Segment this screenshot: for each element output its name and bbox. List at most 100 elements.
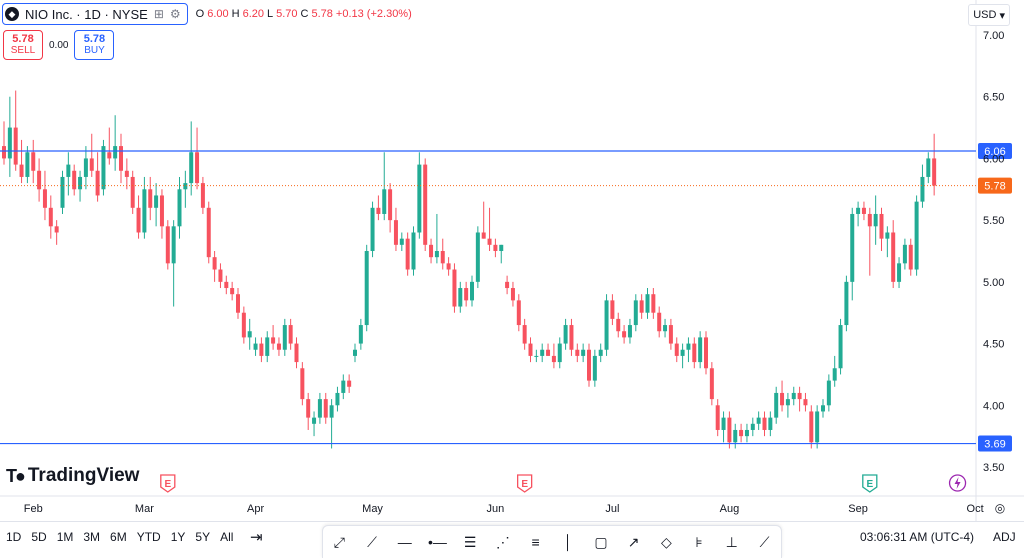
candle-body: [317, 399, 322, 418]
candle: [230, 281, 235, 301]
low-label: L: [267, 8, 274, 20]
candle: [891, 220, 896, 289]
arrow-icon[interactable]: ↗: [627, 533, 640, 550]
candle-body: [809, 411, 814, 443]
vertical-line-icon[interactable]: │: [563, 534, 573, 550]
period-3m[interactable]: 3M: [83, 530, 101, 544]
candle: [932, 133, 937, 196]
candle-body: [546, 349, 551, 356]
candle-body: [446, 263, 451, 270]
rectangle-icon[interactable]: ▢: [594, 533, 608, 550]
polyline-icon[interactable]: ◇: [660, 533, 672, 550]
candle: [908, 238, 913, 276]
period-5d[interactable]: 5D: [31, 530, 47, 544]
period-5y[interactable]: 5Y: [195, 530, 211, 544]
lightning-bolt: [954, 477, 961, 489]
sell-button[interactable]: 5.78 SELL: [3, 30, 43, 60]
period-all[interactable]: All: [220, 530, 234, 544]
candle: [809, 405, 814, 449]
currency-selector[interactable]: USD ▾: [968, 4, 1010, 26]
candle: [739, 423, 744, 443]
level-label: 3.69: [984, 439, 1005, 451]
candle-body: [200, 183, 205, 208]
symbol-title: NIO Inc. · 1D · NYSE: [25, 6, 148, 22]
candle: [124, 158, 129, 190]
period-ytd[interactable]: YTD: [136, 530, 161, 544]
compare-icon[interactable]: ⊞: [153, 7, 164, 21]
period-1y[interactable]: 1Y: [170, 530, 186, 544]
spread-value: 0.00: [49, 39, 69, 51]
candle-body: [136, 207, 141, 233]
settings-icon[interactable]: ⚙: [169, 7, 181, 21]
candle: [72, 164, 77, 196]
parallel-channel-icon[interactable]: ⋰: [495, 533, 510, 550]
ray-icon[interactable]: ⟋: [759, 533, 770, 550]
adjust-toggle[interactable]: ADJ: [993, 530, 1016, 544]
candle-body: [195, 152, 200, 184]
period-1m[interactable]: 1M: [56, 530, 74, 544]
trendline-icon[interactable]: ⟋: [367, 533, 377, 550]
candle-body: [417, 164, 422, 233]
price-chart[interactable]: 6.06 3.69 5.78 7.00 6.50 6.00 5.50 5.00 4.50 4.0…: [0, 0, 1024, 521]
currency-label: USD: [973, 9, 997, 21]
candle: [639, 294, 644, 319]
earnings-marker[interactable]: E: [160, 474, 176, 493]
candle: [376, 195, 381, 221]
candle-body: [604, 300, 609, 350]
axis-settings-icon[interactable]: ◎: [995, 501, 1005, 515]
candle: [78, 170, 83, 202]
candle: [879, 207, 884, 251]
long-position-icon[interactable]: ⊥: [725, 533, 738, 550]
period-1d[interactable]: 1D: [6, 530, 22, 544]
candle: [353, 343, 357, 363]
candle: [60, 170, 65, 214]
candle-body: [914, 201, 919, 270]
candle-body: [288, 325, 293, 344]
candle: [171, 220, 176, 307]
gann-icon[interactable]: ⊧: [695, 533, 703, 550]
candle-body: [25, 152, 30, 177]
candle: [563, 318, 568, 350]
candle-body: [353, 349, 357, 356]
candle-body: [224, 281, 229, 289]
period-6m[interactable]: 6M: [110, 530, 127, 544]
candle-body: [598, 349, 603, 356]
candle-body: [42, 189, 47, 208]
symbol-selector[interactable]: ◆ NIO Inc. · 1D · NYSE ⊞ ⚙: [2, 3, 188, 25]
fib-retracement-icon[interactable]: ☰: [463, 533, 477, 550]
candle-body: [452, 269, 457, 307]
candle: [698, 331, 703, 369]
horizontal-line-icon[interactable]: —: [397, 534, 412, 550]
candle-body: [481, 232, 486, 239]
go-to-date-icon[interactable]: ⇥: [250, 529, 263, 546]
candle: [119, 133, 123, 184]
candle-body: [124, 170, 129, 177]
earnings-marker[interactable]: E: [862, 474, 878, 493]
low-value: 5.70: [276, 8, 298, 20]
candle-body: [323, 399, 328, 418]
candle-body: [733, 429, 738, 443]
candle-body: [119, 146, 123, 171]
cross-icon[interactable]: ⤢: [333, 533, 345, 550]
clock[interactable]: 03:06:31 AM (UTC-4): [860, 530, 975, 544]
horizontal-ray-icon[interactable]: •—: [428, 534, 447, 550]
candle-body: [294, 343, 299, 363]
candle: [159, 189, 164, 239]
candle-body: [633, 300, 638, 326]
tradingview-logo[interactable]: T● TradingView: [6, 465, 139, 487]
regression-icon[interactable]: ≡: [531, 534, 540, 550]
candle-body: [101, 146, 106, 190]
earnings-marker[interactable]: E: [517, 474, 533, 493]
x-tick-label: Jul: [605, 503, 619, 515]
candle: [750, 417, 755, 437]
candle: [522, 318, 527, 350]
candle: [551, 343, 556, 369]
candle: [224, 275, 229, 295]
dividend-marker[interactable]: [948, 474, 967, 492]
candle-body: [382, 189, 387, 214]
sell-label: SELL: [10, 45, 36, 56]
buy-button[interactable]: 5.78 BUY: [74, 30, 115, 60]
y-tick-label: 4.50: [983, 339, 1004, 351]
candle: [411, 226, 416, 276]
candle-body: [897, 263, 902, 282]
